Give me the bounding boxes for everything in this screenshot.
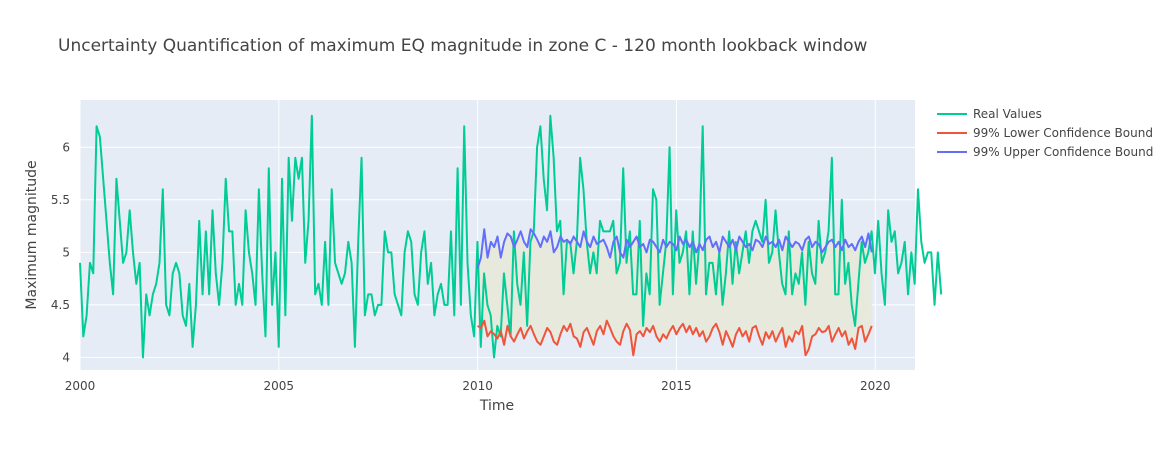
y-tick-label: 4.5 <box>51 298 70 312</box>
y-tick-label: 6 <box>62 140 70 154</box>
x-tick-label: 2010 <box>462 379 493 393</box>
y-tick-label: 5 <box>62 245 70 259</box>
y-tick-label: 4 <box>62 350 70 364</box>
chart-title: Uncertainty Quantification of maximum EQ… <box>58 36 868 56</box>
legend-label-real-values: Real Values <box>973 107 1042 121</box>
legend-item-lower-bound[interactable]: 99% Lower Confidence Bound <box>937 126 1153 140</box>
x-tick-label: 2015 <box>661 379 692 393</box>
x-axis-ticks: 2000 2005 2010 2015 2020 <box>65 379 891 393</box>
y-axis-ticks: 4 4.5 5 5.5 6 <box>51 140 70 364</box>
legend-item-real-values[interactable]: Real Values <box>937 107 1042 121</box>
y-tick-label: 5.5 <box>51 193 70 207</box>
x-tick-label: 2020 <box>860 379 891 393</box>
confidence-band <box>477 229 872 356</box>
series-line-upper-bound <box>476 228 873 269</box>
legend: Real Values 99% Lower Confidence Bound 9… <box>937 107 1153 159</box>
legend-label-upper-bound: 99% Upper Confidence Bound <box>973 145 1153 159</box>
x-axis-title: Time <box>479 398 514 414</box>
series-lines <box>79 114 943 359</box>
legend-label-lower-bound: 99% Lower Confidence Bound <box>973 126 1153 140</box>
x-tick-label: 2005 <box>264 379 295 393</box>
y-axis-title: Maximum magnitude <box>24 160 40 309</box>
x-tick-label: 2000 <box>65 379 96 393</box>
legend-item-upper-bound[interactable]: 99% Upper Confidence Bound <box>937 145 1153 159</box>
series-line-lower-bound <box>477 319 873 357</box>
